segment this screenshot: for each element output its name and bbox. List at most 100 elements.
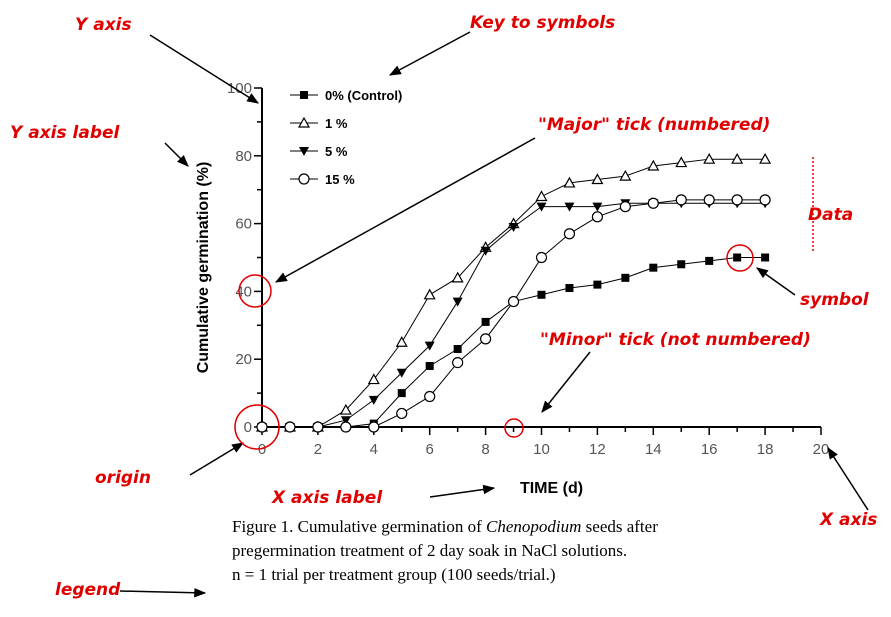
y-tick-label: 20 [235, 351, 252, 368]
legend-marker [298, 173, 310, 185]
y-tick-label: 60 [235, 216, 252, 233]
marker [731, 194, 743, 206]
marker [565, 284, 574, 293]
x-tick-label: 4 [370, 441, 378, 458]
x-tick-label: 0 [258, 441, 266, 458]
marker [397, 389, 406, 398]
marker [564, 202, 575, 212]
marker [312, 421, 324, 433]
marker [424, 341, 435, 351]
marker [396, 368, 407, 378]
y-tick-label: 40 [235, 283, 252, 300]
marker [647, 159, 660, 171]
series-line [262, 202, 766, 428]
annotation: X axis [819, 510, 877, 530]
legend-label: 1 % [325, 116, 348, 131]
x-tick-label: 8 [481, 441, 489, 458]
marker [563, 228, 576, 240]
marker [675, 156, 688, 168]
legend-marker [299, 147, 309, 156]
marker [591, 211, 604, 223]
marker [452, 356, 464, 369]
marker [425, 361, 434, 370]
marker [536, 202, 547, 212]
marker [621, 273, 630, 282]
marker [396, 407, 408, 420]
marker [256, 421, 268, 433]
annotation: Data [808, 205, 853, 225]
marker [647, 197, 659, 209]
marker [675, 194, 687, 206]
annotation: Y axis label [10, 123, 121, 143]
x-tick-label: 6 [426, 441, 434, 458]
plot: 0 2 4 6 8 10 12 14 16 18 20 0 20 40 60 80 100 TIME (d) Cum… [195, 80, 829, 497]
annotation: X axis label [271, 488, 383, 508]
x-tick-label: 12 [589, 441, 606, 458]
marker [593, 280, 602, 289]
marker [451, 271, 464, 283]
y-tick-label: 100 [227, 80, 252, 97]
marker [592, 202, 603, 212]
marker [619, 201, 631, 213]
marker [535, 251, 548, 264]
annotation: Key to symbols [470, 13, 615, 33]
legend-marker [300, 91, 308, 99]
legend-label: 5 % [325, 144, 348, 159]
marker [703, 152, 716, 164]
marker [759, 152, 772, 164]
annotation: symbol [800, 290, 870, 310]
series-line [262, 199, 766, 428]
legend-label: 15 % [325, 172, 355, 187]
marker [535, 190, 548, 202]
annotation: "Major" tick (numbered) [538, 115, 770, 135]
marker [423, 288, 436, 300]
marker [507, 295, 520, 308]
marker [368, 395, 379, 405]
marker [480, 333, 492, 345]
series-line [262, 158, 766, 428]
marker [703, 194, 715, 206]
marker [759, 194, 771, 206]
caption: n = 1 trial per treatment group (100 see… [232, 565, 556, 584]
y-tick-label: 80 [235, 148, 252, 165]
legend-marker [297, 116, 311, 128]
marker [619, 169, 632, 181]
x-tick-label: 16 [701, 441, 718, 458]
marker [480, 246, 491, 256]
marker [677, 260, 686, 269]
x-axis-label: TIME (d) [520, 480, 583, 497]
marker [452, 297, 463, 307]
x-tick-label: 10 [533, 441, 550, 458]
marker [705, 256, 714, 265]
caption: Figure 1. Cumulative germination of Chen… [232, 517, 658, 536]
marker [537, 290, 546, 299]
x-tick-label: 18 [757, 441, 774, 458]
marker [733, 253, 742, 262]
marker [395, 336, 408, 347]
marker [453, 345, 462, 354]
y-axis-label: Cumulative germination (%) [195, 162, 212, 374]
x-tick-label: 2 [314, 441, 322, 458]
legend-label: 0% (Control) [325, 88, 402, 103]
marker [424, 390, 436, 403]
marker [284, 421, 296, 433]
marker [761, 253, 770, 262]
marker [339, 403, 352, 415]
marker [591, 173, 604, 185]
marker [508, 222, 519, 232]
marker [731, 152, 744, 164]
marker [340, 421, 352, 433]
marker [368, 421, 380, 433]
annotation: Y axis [75, 15, 132, 35]
marker [481, 317, 490, 326]
marker [340, 416, 351, 426]
annotation: legend [55, 580, 121, 600]
marker [367, 373, 380, 385]
marker [649, 263, 658, 272]
annotation: "Minor" tick (not numbered) [540, 330, 811, 350]
x-tick-label: 20 [813, 441, 830, 458]
legend: 0% (Control) 1 % 5 % 15 % [290, 88, 402, 187]
annotation: origin [95, 468, 151, 488]
annotation-arrows [119, 31, 869, 598]
